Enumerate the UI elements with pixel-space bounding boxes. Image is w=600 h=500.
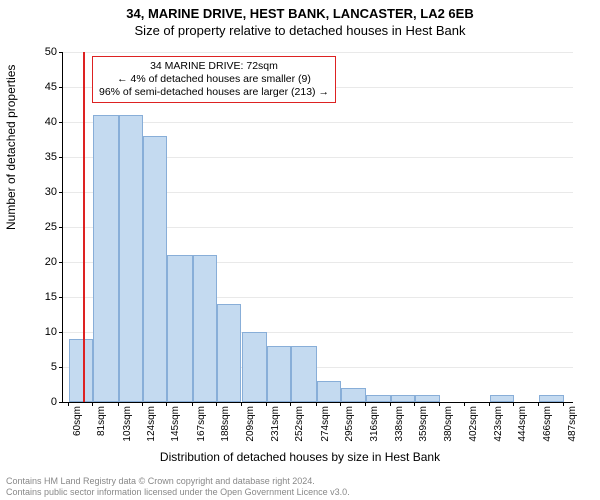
histogram-bar bbox=[193, 255, 217, 402]
ytick-mark bbox=[59, 122, 63, 123]
histogram-bar bbox=[539, 395, 563, 402]
xtick-label: 103sqm bbox=[122, 406, 133, 442]
xtick-label: 188sqm bbox=[220, 406, 231, 442]
ytick-label: 50 bbox=[27, 46, 57, 58]
xtick-label: 167sqm bbox=[196, 406, 207, 442]
xtick-mark bbox=[68, 402, 69, 406]
xtick-label: 81sqm bbox=[96, 406, 107, 436]
ytick-label: 45 bbox=[27, 81, 57, 93]
xtick-mark bbox=[513, 402, 514, 406]
ytick-mark bbox=[59, 332, 63, 333]
histogram-bar bbox=[119, 115, 143, 402]
ytick-mark bbox=[59, 52, 63, 53]
xtick-mark bbox=[414, 402, 415, 406]
annotation-line-3: 96% of semi-detached houses are larger (… bbox=[99, 86, 329, 99]
gridline bbox=[63, 52, 573, 53]
xtick-label: 231sqm bbox=[270, 406, 281, 442]
xtick-label: 145sqm bbox=[170, 406, 181, 442]
ytick-label: 40 bbox=[27, 116, 57, 128]
histogram-bar bbox=[291, 346, 317, 402]
xtick-mark bbox=[192, 402, 193, 406]
annotation-line-1: 34 MARINE DRIVE: 72sqm bbox=[99, 60, 329, 73]
ytick-label: 5 bbox=[27, 361, 57, 373]
histogram-bar bbox=[366, 395, 392, 402]
xtick-label: 338sqm bbox=[394, 406, 405, 442]
reference-line bbox=[83, 52, 85, 402]
footer-line-2: Contains public sector information licen… bbox=[6, 487, 350, 498]
plot-region: 05101520253035404550 bbox=[62, 52, 573, 403]
histogram-bar bbox=[267, 346, 291, 402]
title-sub: Size of property relative to detached ho… bbox=[0, 21, 600, 38]
xtick-mark bbox=[142, 402, 143, 406]
ytick-mark bbox=[59, 262, 63, 263]
xtick-label: 124sqm bbox=[146, 406, 157, 442]
histogram-bar bbox=[143, 136, 167, 402]
xtick-mark bbox=[439, 402, 440, 406]
histogram-bar bbox=[415, 395, 439, 402]
xtick-label: 402sqm bbox=[468, 406, 479, 442]
xtick-label: 252sqm bbox=[294, 406, 305, 442]
xtick-mark bbox=[316, 402, 317, 406]
xtick-mark bbox=[266, 402, 267, 406]
footer-line-1: Contains HM Land Registry data © Crown c… bbox=[6, 476, 350, 487]
xtick-mark bbox=[216, 402, 217, 406]
ytick-mark bbox=[59, 402, 63, 403]
ytick-mark bbox=[59, 87, 63, 88]
xtick-mark bbox=[464, 402, 465, 406]
ytick-mark bbox=[59, 157, 63, 158]
ytick-label: 15 bbox=[27, 291, 57, 303]
xtick-mark bbox=[118, 402, 119, 406]
y-axis-label: Number of detached properties bbox=[4, 65, 18, 230]
ytick-mark bbox=[59, 367, 63, 368]
histogram-bar bbox=[317, 381, 341, 402]
xtick-mark bbox=[538, 402, 539, 406]
xtick-label: 209sqm bbox=[245, 406, 256, 442]
chart-area: 05101520253035404550 34 MARINE DRIVE: 72… bbox=[62, 52, 572, 402]
ytick-label: 30 bbox=[27, 186, 57, 198]
annotation-box: 34 MARINE DRIVE: 72sqm ← 4% of detached … bbox=[92, 56, 336, 103]
histogram-bar bbox=[490, 395, 514, 402]
xtick-label: 60sqm bbox=[72, 406, 83, 436]
ytick-label: 10 bbox=[27, 326, 57, 338]
ytick-label: 35 bbox=[27, 151, 57, 163]
ytick-mark bbox=[59, 192, 63, 193]
ytick-label: 25 bbox=[27, 221, 57, 233]
xtick-label: 380sqm bbox=[443, 406, 454, 442]
ytick-mark bbox=[59, 297, 63, 298]
ytick-label: 20 bbox=[27, 256, 57, 268]
ytick-label: 0 bbox=[27, 396, 57, 408]
histogram-bar bbox=[167, 255, 193, 402]
xtick-mark bbox=[241, 402, 242, 406]
xtick-mark bbox=[563, 402, 564, 406]
histogram-bar bbox=[217, 304, 241, 402]
ytick-mark bbox=[59, 227, 63, 228]
histogram-bar bbox=[93, 115, 119, 402]
histogram-bar bbox=[341, 388, 365, 402]
xtick-mark bbox=[390, 402, 391, 406]
xtick-mark bbox=[340, 402, 341, 406]
xtick-mark bbox=[489, 402, 490, 406]
histogram-bar bbox=[391, 395, 415, 402]
xtick-label: 466sqm bbox=[542, 406, 553, 442]
xtick-mark bbox=[92, 402, 93, 406]
annotation-line-2: ← 4% of detached houses are smaller (9) bbox=[99, 73, 329, 86]
xtick-label: 444sqm bbox=[517, 406, 528, 442]
xtick-label: 295sqm bbox=[344, 406, 355, 442]
xtick-label: 487sqm bbox=[567, 406, 578, 442]
histogram-bar bbox=[242, 332, 268, 402]
xtick-mark bbox=[166, 402, 167, 406]
histogram-bar bbox=[69, 339, 93, 402]
xtick-mark bbox=[290, 402, 291, 406]
title-main: 34, MARINE DRIVE, HEST BANK, LANCASTER, … bbox=[0, 0, 600, 21]
xtick-label: 274sqm bbox=[320, 406, 331, 442]
xtick-label: 423sqm bbox=[493, 406, 504, 442]
xtick-label: 359sqm bbox=[418, 406, 429, 442]
footer-attribution: Contains HM Land Registry data © Crown c… bbox=[6, 476, 350, 498]
xtick-mark bbox=[365, 402, 366, 406]
xtick-label: 316sqm bbox=[369, 406, 380, 442]
x-axis-label: Distribution of detached houses by size … bbox=[0, 450, 600, 464]
